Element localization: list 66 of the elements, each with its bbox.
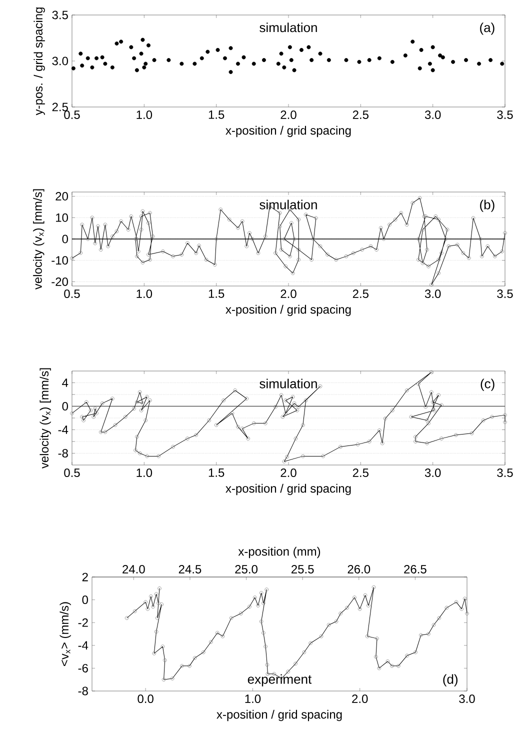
y-axis-title: velocity (v$_{x}$) [mm/s]: [40, 368, 51, 469]
x-axis-title: x-position / grid spacing: [226, 484, 351, 496]
x-tick-label: 0.0: [138, 694, 154, 704]
x-tick-label: 1.5: [208, 468, 224, 477]
x2-tick-label: 25.0: [235, 564, 258, 574]
x-tick-label: 0.5: [64, 468, 80, 478]
y-tick-label: 0: [82, 596, 88, 604]
x-axis-title: x-position / grid spacing: [216, 710, 342, 722]
annotation: simulation: [260, 200, 317, 210]
x-tick-label: 2.0: [280, 468, 296, 478]
x-tick-label: 3.5: [497, 110, 513, 120]
y-tick-label: -6: [78, 664, 88, 672]
annotation: (d): [443, 674, 458, 686]
x2-tick-label: 24.0: [122, 564, 145, 574]
y-axis-title: y-pos. / grid spacing: [34, 8, 45, 116]
y-tick-label: 4: [62, 378, 68, 387]
x-tick-label: 3.5: [497, 290, 513, 298]
y-tick-label: -8: [78, 686, 88, 696]
y-tick-label: -10: [52, 256, 68, 265]
y-tick-label: 3.5: [52, 10, 68, 20]
y-tick-label: -2: [78, 618, 88, 627]
annotation: (c): [480, 378, 494, 391]
x-tick-label: 1.0: [136, 110, 152, 120]
y-axis-title: velocity (v$_{x}$) [mm/s]: [33, 189, 44, 290]
y-tick-label: 3.0: [52, 56, 68, 66]
y-tick-label: -20: [52, 277, 68, 286]
x-tick-label: 3.5: [497, 468, 513, 478]
annotation: (a): [480, 22, 494, 35]
x-tick-label: 2.5: [352, 468, 368, 478]
y-axis-title: <v$_{x}$> (mm/s): [60, 602, 71, 666]
x-tick-label: 2.0: [280, 110, 296, 120]
x2-tick-label: 26.0: [348, 564, 370, 574]
x-tick-label: 1.5: [208, 110, 224, 119]
x-axis-title: x-position / grid spacing: [226, 304, 351, 316]
x2-tick-label: 24.5: [178, 564, 202, 574]
y-tick-label: 0: [62, 402, 68, 410]
x-tick-label: 2.0: [352, 694, 368, 704]
annotation: experiment: [248, 674, 312, 686]
y-tick-label: 2: [82, 572, 88, 582]
x2-tick-label: 26.5: [404, 564, 426, 574]
y-tick-label: -4: [78, 641, 88, 650]
x2-tick-label: 25.5: [292, 564, 314, 574]
x-tick-label: 1.0: [136, 468, 152, 478]
x-tick-label: 2.5: [352, 110, 368, 120]
x-tick-label: 3.0: [424, 468, 441, 478]
annotation: simulation: [260, 378, 317, 388]
x-tick-label: 0.5: [64, 110, 80, 120]
x-tick-label: 0.5: [64, 290, 80, 298]
y-tick-label: 20: [56, 192, 68, 201]
x-tick-label: 1.0: [245, 694, 261, 704]
y-tick-label: -4: [58, 426, 68, 434]
x-tick-label: 3.0: [459, 694, 475, 704]
annotation: simulation: [260, 22, 317, 32]
x-axis-title: x-position / grid spacing: [226, 126, 351, 138]
y-tick-label: 0: [62, 234, 68, 244]
x-tick-label: 3.0: [424, 110, 441, 120]
x-tick-label: 1.0: [136, 290, 152, 298]
annotation: (b): [480, 200, 494, 212]
x-tick-label: 2.5: [352, 290, 368, 298]
y-tick-label: 2.5: [52, 102, 68, 112]
x2-axis-title: x-position (mm): [238, 546, 320, 558]
x-tick-label: 3.0: [424, 290, 441, 298]
x-tick-label: 1.5: [208, 290, 224, 298]
y-tick-label: -8: [58, 449, 68, 458]
y-tick-label: 10: [56, 213, 68, 222]
x-tick-label: 2.0: [280, 290, 296, 298]
